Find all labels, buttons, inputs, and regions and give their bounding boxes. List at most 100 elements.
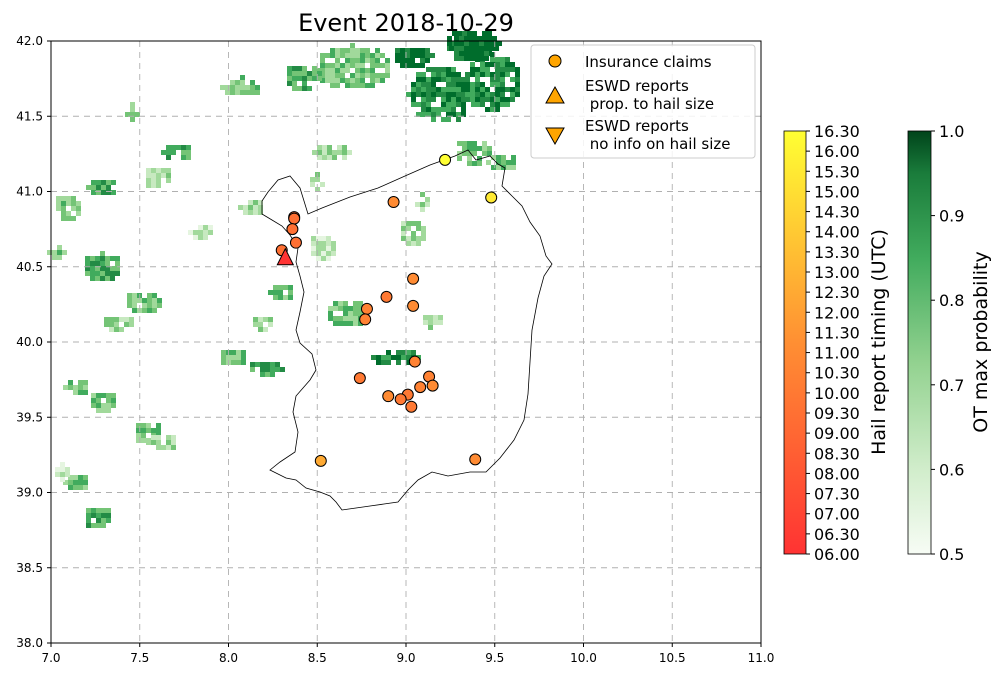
ot-cell [490, 107, 495, 112]
ot-cell [340, 53, 345, 58]
ot-cell [76, 211, 81, 216]
ot-cell [438, 320, 443, 325]
ot-cell [500, 102, 505, 107]
ot-cell [480, 92, 485, 97]
ot-cell [350, 63, 355, 68]
ot-cell [375, 58, 380, 63]
ot-cell [96, 523, 101, 528]
ot-cell [495, 102, 500, 107]
ot-cell [61, 216, 66, 221]
ot-cell [320, 182, 325, 187]
ot-cell [350, 78, 355, 83]
ot-cell [258, 205, 263, 210]
ot-cell [106, 398, 111, 403]
ot-cell [479, 36, 484, 41]
ot-cell [416, 82, 421, 87]
ot-cell [489, 46, 494, 51]
ot-cell [358, 306, 363, 311]
ot-cell [90, 276, 95, 281]
ot-cell [485, 72, 490, 77]
ot-cell [193, 235, 198, 240]
ot-cell [96, 185, 101, 190]
ot-cell [441, 117, 446, 122]
insurance-claim-marker [359, 313, 372, 326]
ot-cell [68, 380, 73, 385]
ot-cell [505, 72, 510, 77]
ot-cell [470, 92, 475, 97]
ot-cell [426, 87, 431, 92]
ot-cell [500, 77, 505, 82]
ot-cell [316, 256, 321, 261]
legend-triangle-down-marker [545, 127, 565, 146]
ot-cell [129, 317, 134, 322]
ot-cell [360, 53, 365, 58]
ot-cell [345, 68, 350, 73]
ot-cell [456, 102, 461, 107]
ot-cell [337, 145, 342, 150]
ot-cell [71, 206, 76, 211]
ot-cell [385, 63, 390, 68]
ot-cell [431, 92, 436, 97]
ot-cell [61, 196, 66, 201]
ot-cell [55, 472, 60, 477]
y-tick-label: 39.5 [16, 410, 43, 424]
ot-cell [421, 92, 426, 97]
ot-cell [330, 73, 335, 78]
ot-cell [479, 41, 484, 46]
ot-cell [127, 298, 132, 303]
ot-cell [431, 67, 436, 72]
ot-cell [333, 306, 338, 311]
ot-cell [325, 78, 330, 83]
ot-cell [515, 77, 520, 82]
timing-colorbar-gradient [783, 130, 807, 555]
ot-cell [441, 97, 446, 102]
ot-cell [95, 276, 100, 281]
ot-cell [454, 51, 459, 56]
ot-cell [114, 317, 119, 322]
ot-cell [469, 36, 474, 41]
ot-cell [106, 518, 111, 523]
ot-cell [151, 183, 156, 188]
ot-cell [365, 68, 370, 73]
ot-cell [495, 77, 500, 82]
ot-cell [425, 48, 430, 53]
ot-cell [500, 92, 505, 97]
ot-cell [484, 51, 489, 56]
ot-cell [91, 393, 96, 398]
ot-cell [186, 150, 191, 155]
ot-cell [110, 276, 115, 281]
ot-cell [245, 90, 250, 95]
ot-cell [360, 48, 365, 53]
ot-cell [141, 428, 146, 433]
ot-cell [57, 255, 62, 260]
ot-cell [258, 200, 263, 205]
ot-cell [401, 226, 406, 231]
ot-cell [446, 67, 451, 72]
ot-cell [243, 205, 248, 210]
y-tick-label: 41.0 [16, 185, 43, 199]
ot-cell [436, 72, 441, 77]
ot-cell [115, 261, 120, 266]
ot-cell [456, 112, 461, 117]
ot-cell [221, 350, 226, 355]
ot-cell [248, 200, 253, 205]
ot-cell [459, 56, 464, 61]
timing-tick-label: 13.00 [814, 263, 860, 282]
ot-cell [86, 523, 91, 528]
insurance-claim-marker [382, 390, 395, 403]
ot-cell [470, 72, 475, 77]
ot-cell [457, 141, 462, 146]
eswd-report-marker [276, 247, 295, 266]
ot-cell [406, 221, 411, 226]
x-tick-label: 8.5 [308, 651, 327, 665]
ot-cell [459, 41, 464, 46]
ot-cell [416, 221, 421, 226]
ot-cell [68, 385, 73, 390]
ot-cell [90, 256, 95, 261]
ot-cell [166, 150, 171, 155]
ot-cell [310, 182, 315, 187]
ot-cell [451, 77, 456, 82]
ot-cell [466, 97, 471, 102]
ot-cell [91, 508, 96, 513]
ot-cell [416, 241, 421, 246]
